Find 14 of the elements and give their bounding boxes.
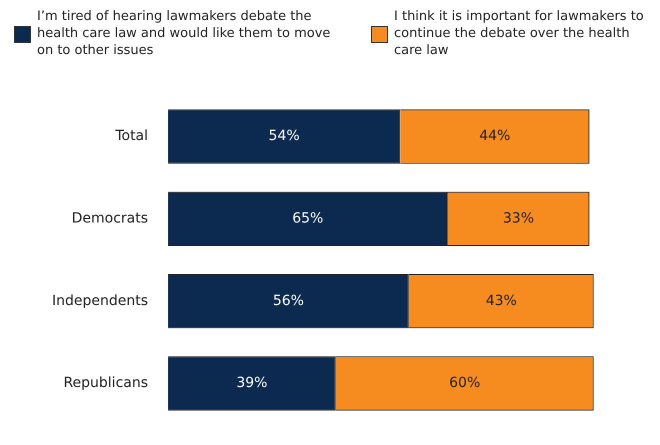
data-label: 65% [292, 210, 324, 226]
y-tick-label: Democrats [72, 210, 148, 226]
data-label: 44% [479, 128, 510, 144]
data-label: 33% [502, 210, 534, 226]
y-tick-label: Independents [52, 292, 148, 309]
y-tick-label: Republicans [63, 375, 148, 392]
legend-label: I’m tired of hearing lawmakers debate the health care law and would like them to move on to other issues [37, 8, 332, 59]
data-label: 60% [449, 375, 480, 392]
y-tick-label: Total [114, 128, 148, 144]
data-label: 56% [272, 292, 304, 309]
legend-label: I think it is important for lawmakers to continue the debate over the health care law [394, 8, 645, 59]
data-label: 39% [236, 375, 268, 392]
data-label: 54% [268, 128, 300, 144]
data-label: 43% [486, 292, 517, 309]
